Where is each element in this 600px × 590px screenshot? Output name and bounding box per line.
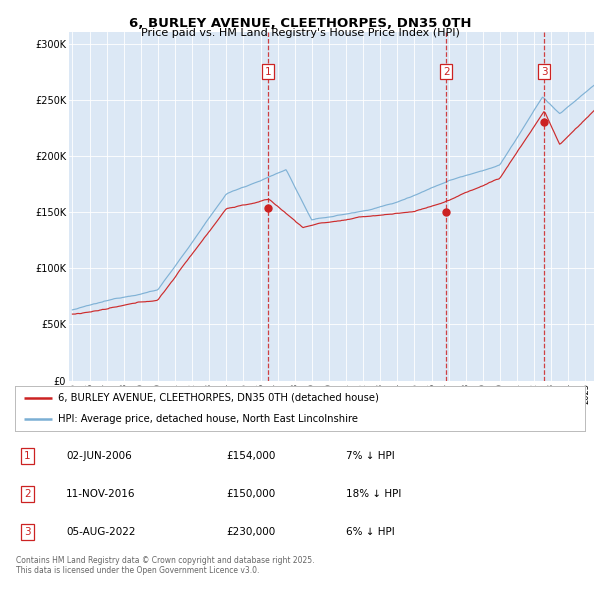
Text: 2: 2 (24, 489, 31, 499)
Text: 6, BURLEY AVENUE, CLEETHORPES, DN35 0TH (detached house): 6, BURLEY AVENUE, CLEETHORPES, DN35 0TH … (58, 393, 379, 403)
Text: 7% ↓ HPI: 7% ↓ HPI (346, 451, 394, 461)
Text: £230,000: £230,000 (226, 527, 275, 537)
Text: Contains HM Land Registry data © Crown copyright and database right 2025.
This d: Contains HM Land Registry data © Crown c… (16, 556, 314, 575)
Text: 3: 3 (24, 527, 31, 537)
Text: 1: 1 (24, 451, 31, 461)
Text: £150,000: £150,000 (226, 489, 275, 499)
Text: HPI: Average price, detached house, North East Lincolnshire: HPI: Average price, detached house, Nort… (58, 414, 358, 424)
Text: £154,000: £154,000 (226, 451, 275, 461)
Text: 3: 3 (541, 67, 548, 77)
Text: 18% ↓ HPI: 18% ↓ HPI (346, 489, 401, 499)
Text: 11-NOV-2016: 11-NOV-2016 (66, 489, 136, 499)
Text: 2: 2 (443, 67, 449, 77)
Text: 1: 1 (265, 67, 271, 77)
Text: 6, BURLEY AVENUE, CLEETHORPES, DN35 0TH: 6, BURLEY AVENUE, CLEETHORPES, DN35 0TH (129, 17, 471, 30)
Text: 6% ↓ HPI: 6% ↓ HPI (346, 527, 394, 537)
Text: Price paid vs. HM Land Registry's House Price Index (HPI): Price paid vs. HM Land Registry's House … (140, 28, 460, 38)
Text: 02-JUN-2006: 02-JUN-2006 (66, 451, 132, 461)
Text: 05-AUG-2022: 05-AUG-2022 (66, 527, 136, 537)
